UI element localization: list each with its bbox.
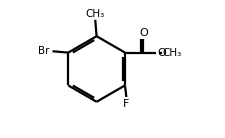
Text: CH₃: CH₃	[85, 9, 104, 19]
Text: Br: Br	[38, 46, 50, 56]
Text: O: O	[139, 28, 148, 38]
Text: CH₃: CH₃	[162, 48, 181, 58]
Text: F: F	[123, 99, 129, 109]
Text: O: O	[156, 48, 165, 58]
